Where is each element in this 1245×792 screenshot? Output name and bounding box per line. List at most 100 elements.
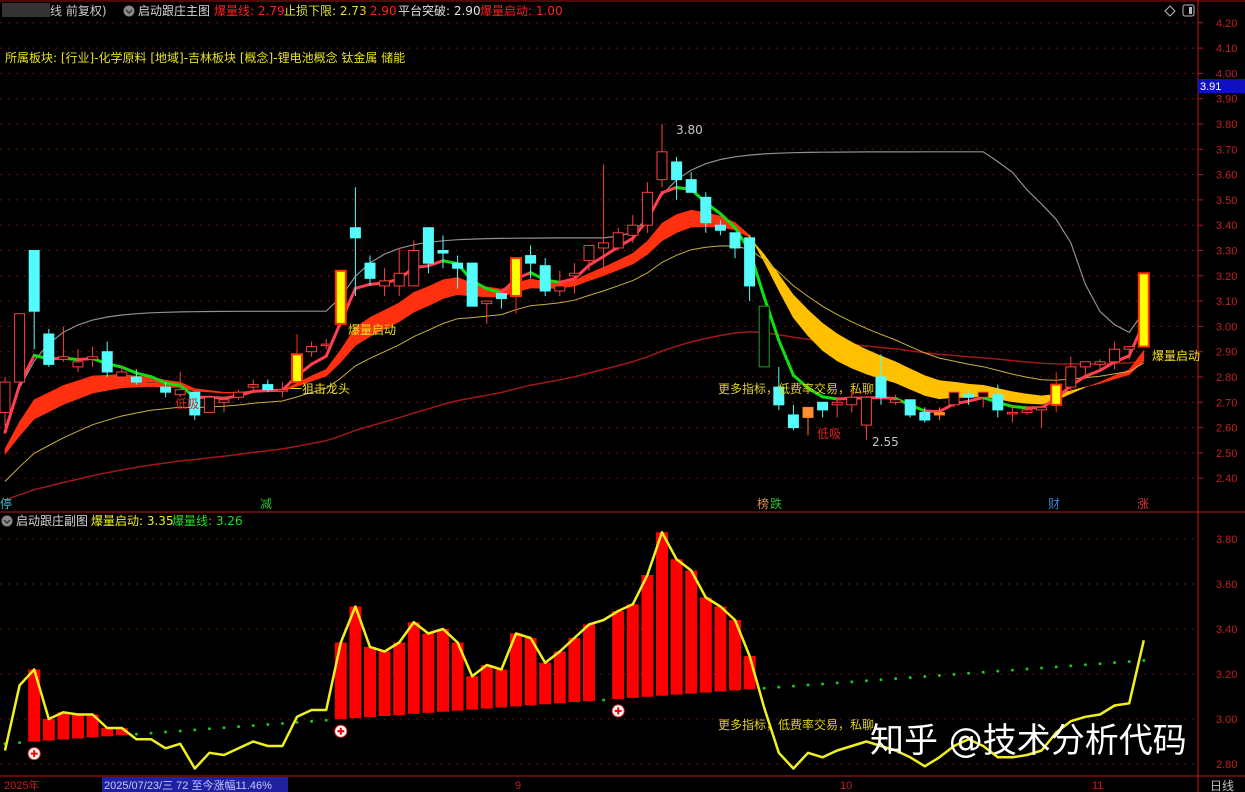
volume-burst-bar[interactable]	[101, 728, 114, 737]
candlestick[interactable]	[758, 305, 770, 368]
volume-burst-bar[interactable]	[349, 606, 362, 719]
candlestick[interactable]	[963, 389, 975, 405]
signal-tag[interactable]: 减	[260, 497, 272, 511]
volume-burst-bar[interactable]	[42, 719, 55, 741]
candlestick[interactable]	[28, 250, 40, 350]
candlestick[interactable]	[510, 257, 522, 314]
period-selector[interactable]: 日线	[1210, 779, 1234, 792]
candlestick[interactable]	[568, 263, 580, 294]
candlestick[interactable]	[1123, 346, 1135, 360]
candlestick[interactable]	[291, 333, 303, 384]
candlestick[interactable]	[598, 164, 610, 271]
main-indicator-name[interactable]: 启动跟庄主图	[138, 3, 210, 18]
candlestick[interactable]	[452, 255, 464, 289]
volume-burst-bar[interactable]	[510, 633, 522, 707]
sub-indicator-name[interactable]: 启动跟庄副图	[16, 513, 88, 528]
candlestick[interactable]	[101, 341, 113, 377]
candlestick[interactable]	[641, 182, 653, 233]
candlestick[interactable]	[57, 326, 69, 362]
candlestick[interactable]	[977, 391, 989, 408]
candlestick[interactable]	[130, 369, 142, 385]
diamond-icon[interactable]	[1164, 5, 1176, 17]
candlestick[interactable]	[831, 397, 843, 418]
candlestick[interactable]	[1094, 359, 1106, 370]
candlestick[interactable]	[539, 258, 551, 297]
candlestick[interactable]	[948, 391, 960, 408]
candlestick[interactable]	[685, 172, 697, 193]
candlestick[interactable]	[189, 391, 201, 421]
candlestick[interactable]	[992, 384, 1004, 418]
volume-burst-bar[interactable]	[28, 669, 41, 742]
candlestick[interactable]	[554, 270, 566, 297]
candlestick[interactable]	[306, 341, 318, 357]
candlestick[interactable]	[72, 349, 84, 372]
volume-burst-bar[interactable]	[612, 611, 625, 699]
volume-burst-bar[interactable]	[656, 532, 668, 696]
candlestick[interactable]	[495, 293, 507, 309]
candlestick[interactable]	[87, 346, 99, 367]
candlestick[interactable]	[320, 339, 332, 350]
volume-burst-bar[interactable]	[539, 662, 552, 705]
signal-tag[interactable]: 涨	[1137, 496, 1149, 511]
candlestick[interactable]	[422, 227, 434, 274]
volume-burst-bar[interactable]	[378, 651, 391, 717]
candlestick[interactable]	[1079, 361, 1091, 380]
volume-burst-bar[interactable]	[437, 629, 449, 712]
candlestick[interactable]	[437, 235, 449, 269]
candlestick[interactable]	[276, 382, 288, 398]
candlestick[interactable]	[1050, 371, 1063, 413]
candlestick[interactable]	[349, 187, 361, 297]
candlestick[interactable]	[773, 366, 785, 410]
candlestick[interactable]	[1109, 341, 1121, 370]
candlestick[interactable]	[203, 396, 215, 413]
volume-burst-bar[interactable]	[568, 638, 581, 703]
volume-burst-bar[interactable]	[466, 676, 479, 710]
volume-burst-bar[interactable]	[670, 559, 683, 695]
candlestick[interactable]	[43, 328, 55, 367]
indicator-toggle-icon[interactable]	[123, 5, 135, 17]
candlestick[interactable]	[802, 406, 814, 436]
volume-burst-bar[interactable]	[86, 714, 99, 738]
candlestick[interactable]	[860, 396, 872, 441]
volume-burst-bar[interactable]	[480, 665, 493, 709]
volume-burst-bar[interactable]	[495, 669, 508, 708]
candlestick[interactable]	[729, 232, 741, 259]
candlestick[interactable]	[700, 192, 712, 233]
candlestick[interactable]	[1065, 356, 1077, 393]
candlestick[interactable]	[334, 269, 347, 327]
candlestick[interactable]	[364, 255, 376, 286]
volume-burst-bar[interactable]	[393, 642, 406, 715]
panel-toggle-icon[interactable]	[1182, 4, 1195, 17]
candlestick[interactable]	[817, 401, 829, 418]
candlestick[interactable]	[904, 399, 916, 418]
candlestick[interactable]	[233, 389, 245, 400]
main-panel[interactable]	[0, 124, 1150, 501]
candlestick[interactable]	[671, 156, 683, 200]
sub-indicator-toggle-icon[interactable]	[1, 515, 13, 527]
candlestick[interactable]	[890, 394, 902, 405]
volume-burst-bar[interactable]	[72, 714, 84, 739]
volume-burst-bar[interactable]	[524, 638, 537, 706]
candlestick[interactable]	[933, 407, 945, 421]
signal-tag[interactable]: 财	[1048, 497, 1060, 511]
candlestick[interactable]	[583, 244, 595, 271]
volume-burst-bar[interactable]	[115, 728, 128, 736]
candlestick[interactable]	[919, 407, 931, 423]
volume-burst-bar[interactable]	[699, 597, 712, 693]
volume-burst-bar[interactable]	[451, 642, 464, 711]
candlestick[interactable]	[160, 382, 172, 398]
candlestick[interactable]	[1137, 272, 1150, 348]
candlestick[interactable]	[846, 389, 858, 413]
candlestick[interactable]	[714, 220, 726, 236]
candlestick[interactable]	[14, 313, 26, 383]
sub-panel[interactable]	[3, 531, 1146, 770]
volume-burst-bar[interactable]	[626, 604, 639, 698]
signal-tag[interactable]: 榜	[757, 496, 769, 511]
candlestick[interactable]	[466, 262, 478, 307]
candlestick[interactable]	[481, 300, 493, 324]
candlestick[interactable]	[408, 240, 420, 287]
candlestick[interactable]	[525, 245, 537, 279]
volume-burst-bar[interactable]	[583, 624, 595, 702]
candlestick[interactable]	[787, 404, 799, 431]
